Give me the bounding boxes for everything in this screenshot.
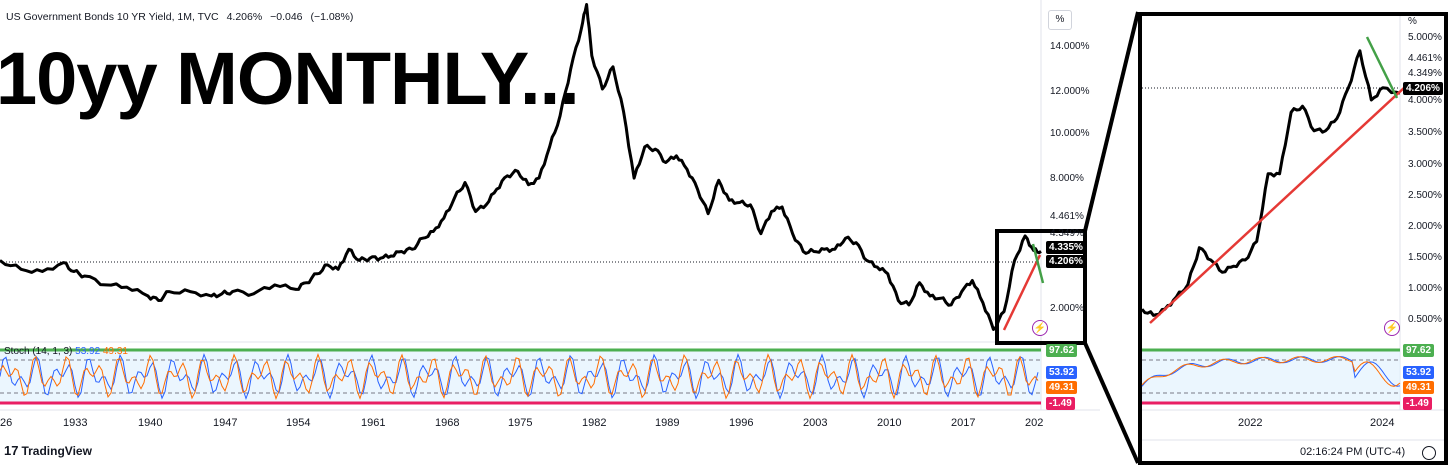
- zoom-stoch-upper-badge: 97.62: [1403, 344, 1435, 357]
- stoch-legend[interactable]: Stoch (14, 1, 3) 53.92 49.31: [4, 346, 128, 357]
- y-tick: 12.000%: [1050, 86, 1090, 97]
- stoch-k-badge: 53.92: [1046, 366, 1078, 379]
- y-tick: 8.000%: [1050, 173, 1084, 184]
- stoch-k-value: 53.92: [75, 346, 101, 357]
- zoom-selection-box: [995, 229, 1087, 345]
- settings-gear-icon[interactable]: [1422, 446, 1436, 460]
- zoom-stoch-d-badge: 49.31: [1403, 381, 1435, 394]
- tradingview-logo[interactable]: 17 TradingView: [4, 443, 92, 458]
- x-tick: 1940: [138, 417, 163, 429]
- zoom-stoch-lines: [1141, 355, 1401, 387]
- zoom-trend-green: [1365, 36, 1399, 99]
- zoom-y-tick: 3.000%: [1408, 159, 1442, 170]
- zoom-clock: 02:16:24 PM (UTC-4): [1300, 446, 1406, 458]
- x-tick: 1989: [655, 417, 680, 429]
- stoch-upper-badge: 97.62: [1046, 344, 1078, 357]
- zoom-scale-label: %: [1408, 16, 1417, 27]
- stoch-lower-badge: -1.49: [1046, 397, 1075, 410]
- trend-line-green: [1031, 243, 1045, 284]
- x-tick: 1933: [63, 417, 88, 429]
- zoom-x-tick: 2022: [1238, 417, 1263, 429]
- y-tick: 2.000%: [1050, 303, 1084, 314]
- zoom-y-tick: 1.500%: [1408, 252, 1442, 263]
- stoch-d-value: 49.31: [102, 346, 128, 357]
- percent-scale-button[interactable]: %: [1048, 10, 1072, 30]
- overlay-title: 10yy MONTHLY...: [0, 37, 580, 120]
- change-percent: (−1.08%): [310, 11, 354, 23]
- x-tick: 1954: [286, 417, 311, 429]
- last-value: 4.206%: [226, 11, 263, 23]
- tradingview-name: TradingView: [21, 444, 92, 458]
- y-tick: 10.000%: [1050, 128, 1090, 139]
- x-tick: 1996: [729, 417, 754, 429]
- callout-line-bottom: [1083, 342, 1140, 464]
- zoom-y-tick: 5.000%: [1408, 32, 1442, 43]
- stoch-d-line: [0, 352, 1039, 401]
- price-line: [0, 3, 1042, 331]
- callout-line-top: [1083, 11, 1140, 232]
- trend-line-red: [1002, 254, 1042, 331]
- stoch-k-line: [0, 352, 1039, 401]
- price-badge-high: 4.335%: [1046, 241, 1086, 254]
- stoch-label: Stoch (14, 1, 3): [4, 346, 73, 357]
- x-tick: 26: [0, 417, 13, 429]
- zoom-y-tick: 0.500%: [1408, 314, 1442, 325]
- y-tick: 4.349%: [1050, 228, 1084, 239]
- y-tick: 14.000%: [1050, 41, 1090, 52]
- zoom-stoch-d-line: [1141, 355, 1401, 387]
- zoom-y-tick: 4.461%: [1408, 53, 1442, 64]
- x-tick: 1982: [582, 417, 607, 429]
- stoch-lines: [0, 352, 1039, 401]
- x-tick: 202: [1025, 417, 1044, 429]
- zoom-trend-red: [1149, 86, 1406, 324]
- zoom-y-tick: 2.000%: [1408, 221, 1442, 232]
- price-series: [0, 3, 1042, 331]
- stoch-d-badge: 49.31: [1046, 381, 1078, 394]
- zoom-stoch-k-badge: 53.92: [1403, 366, 1435, 379]
- change-value: −0.046: [270, 11, 303, 23]
- zoom-y-tick: 3.500%: [1408, 127, 1442, 138]
- x-tick: 1961: [361, 417, 386, 429]
- x-tick: 2003: [803, 417, 828, 429]
- lightning-icon[interactable]: ⚡: [1032, 320, 1048, 336]
- zoom-stoch-k-line: [1141, 355, 1401, 387]
- symbol-header: US Government Bonds 10 YR Yield, 1M, TVC…: [6, 11, 358, 23]
- x-tick: 1968: [435, 417, 460, 429]
- x-tick: 1947: [213, 417, 238, 429]
- x-tick: 2010: [877, 417, 902, 429]
- price-badge-last: 4.206%: [1046, 255, 1086, 268]
- x-tick: 2017: [951, 417, 976, 429]
- zoom-y-tick: 1.000%: [1408, 283, 1442, 294]
- zoom-stoch-lower-badge: -1.49: [1403, 397, 1432, 410]
- tradingview-logo-icon: 17: [4, 443, 19, 458]
- x-tick: 1975: [508, 417, 533, 429]
- zoom-y-tick: 4.349%: [1408, 68, 1442, 79]
- zoom-stoch-band: [1142, 350, 1400, 403]
- zoom-y-tick: 4.000%: [1408, 95, 1442, 106]
- y-tick: 4.461%: [1050, 211, 1084, 222]
- zoom-y-tick: 2.500%: [1408, 190, 1442, 201]
- zoom-price-badge: 4.206%: [1403, 82, 1443, 95]
- zoom-x-tick: 2024: [1370, 417, 1395, 429]
- symbol-name[interactable]: US Government Bonds 10 YR Yield, 1M, TVC: [6, 11, 219, 23]
- zoom-lightning-icon[interactable]: ⚡: [1384, 320, 1400, 336]
